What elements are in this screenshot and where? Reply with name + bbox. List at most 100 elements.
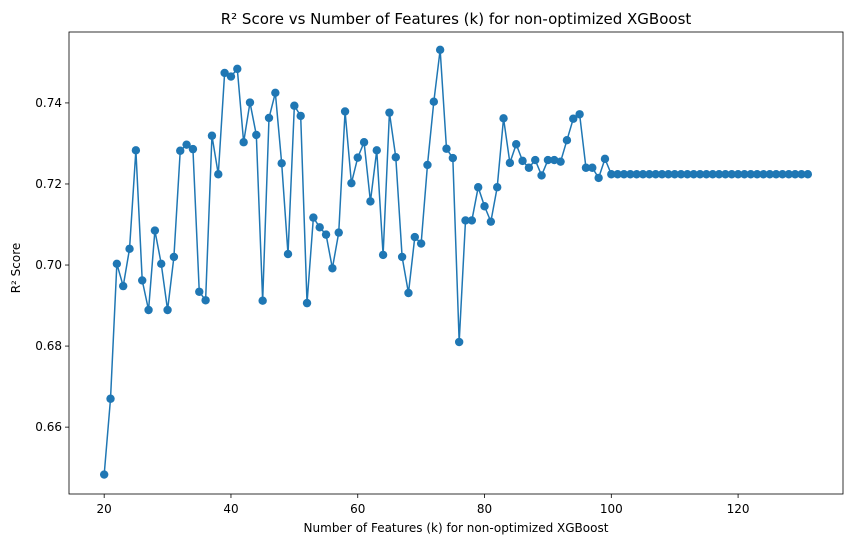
- series-line: [103, 49, 808, 475]
- data-point: [759, 170, 768, 179]
- data-point: [645, 170, 654, 179]
- data-point: [664, 170, 673, 179]
- data-point: [239, 138, 248, 147]
- data-point: [315, 223, 324, 232]
- data-point: [435, 45, 445, 55]
- data-point: [157, 259, 166, 269]
- data-point: [410, 232, 419, 242]
- data-point: [486, 217, 496, 226]
- data-point: [727, 170, 736, 179]
- data-point: [771, 170, 781, 179]
- data-point: [258, 296, 267, 305]
- data-point: [207, 131, 217, 140]
- data-point: [531, 155, 540, 165]
- data-point: [467, 216, 477, 225]
- data-point: [442, 144, 451, 153]
- data-point: [214, 170, 223, 179]
- x-tick-label: 20: [97, 502, 112, 516]
- data-point: [562, 136, 572, 145]
- x-tick-label: 80: [477, 502, 492, 516]
- x-tick-label: 120: [727, 502, 750, 516]
- data-point: [334, 228, 343, 237]
- data-point: [651, 170, 660, 179]
- data-point: [245, 98, 255, 107]
- data-point: [752, 170, 762, 179]
- y-tick-label: 0.72: [35, 177, 62, 191]
- data-point: [277, 159, 286, 168]
- data-point: [359, 138, 369, 147]
- data-point: [448, 153, 458, 163]
- data-point: [619, 170, 629, 179]
- data-point: [613, 170, 622, 179]
- axes-frame: [68, 31, 844, 495]
- data-point: [296, 111, 305, 121]
- data-point: [721, 170, 730, 179]
- data-point: [125, 244, 134, 254]
- data-point: [378, 250, 388, 260]
- data-point: [397, 252, 407, 262]
- data-point: [220, 68, 229, 78]
- data-point: [226, 72, 236, 81]
- data-point: [188, 144, 198, 154]
- data-point: [588, 163, 597, 172]
- data-point: [347, 178, 356, 188]
- data-point: [144, 305, 153, 315]
- data-point: [372, 146, 381, 155]
- data-point: [480, 202, 489, 211]
- data-point: [556, 157, 565, 166]
- data-point: [575, 110, 584, 119]
- data-point: [454, 337, 464, 347]
- data-point: [581, 163, 591, 172]
- data-point: [119, 281, 128, 291]
- y-tick-label: 0.74: [35, 96, 62, 110]
- data-point: [714, 170, 724, 179]
- data-point: [302, 298, 312, 308]
- data-point: [328, 264, 337, 273]
- data-point: [569, 114, 578, 123]
- data-point: [689, 170, 698, 179]
- data-point: [626, 170, 635, 179]
- data-point: [321, 230, 331, 239]
- y-tick-label: 0.66: [35, 420, 62, 434]
- data-point: [670, 170, 679, 179]
- data-point: [512, 140, 521, 149]
- x-tick-label: 40: [223, 502, 238, 516]
- data-point: [461, 216, 470, 225]
- data-point: [702, 170, 711, 179]
- data-point: [99, 470, 109, 479]
- data-point: [499, 114, 508, 123]
- data-point: [385, 108, 394, 117]
- data-point: [391, 153, 400, 162]
- data-point: [283, 249, 293, 259]
- chart-title: R² Score vs Number of Features (k) for n…: [221, 10, 692, 28]
- data-point: [740, 170, 749, 179]
- y-tick-label: 0.68: [35, 339, 62, 353]
- data-point: [784, 170, 793, 179]
- data-point: [600, 154, 610, 164]
- data-point: [182, 140, 191, 149]
- data-point: [493, 183, 502, 192]
- data-point: [252, 130, 261, 140]
- data-point: [366, 197, 375, 206]
- data-point: [416, 239, 426, 248]
- y-tick-label: 0.70: [35, 258, 62, 272]
- y-axis-label: R² Score: [9, 243, 23, 294]
- data-point: [607, 170, 616, 179]
- data-point: [233, 64, 242, 74]
- data-point: [106, 394, 115, 403]
- data-point: [778, 170, 787, 179]
- data-point: [632, 170, 641, 179]
- data-point: [505, 158, 515, 168]
- data-point: [790, 170, 800, 179]
- data-point: [765, 170, 774, 179]
- data-point: [594, 173, 603, 183]
- data-point: [657, 170, 667, 179]
- data-point: [176, 146, 185, 155]
- data-point: [708, 170, 717, 179]
- data-point: [733, 170, 743, 179]
- data-point: [264, 113, 274, 123]
- x-axis-label: Number of Features (k) for non-optimized…: [304, 521, 609, 535]
- data-point: [290, 101, 299, 110]
